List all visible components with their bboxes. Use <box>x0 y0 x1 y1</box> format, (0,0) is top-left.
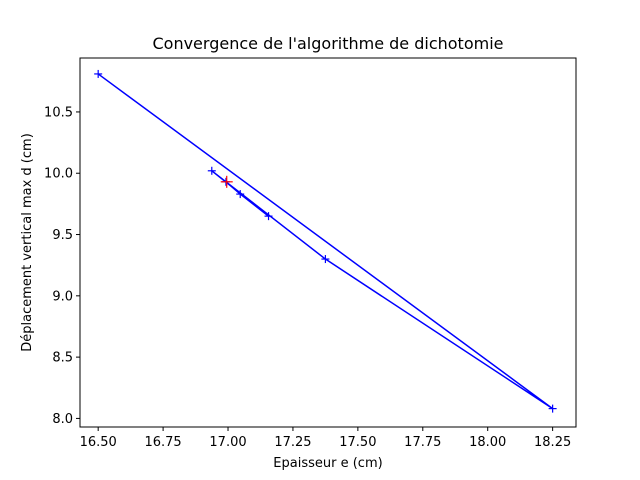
series-layer <box>94 69 557 413</box>
x-tick-label: 16.75 <box>144 435 181 450</box>
y-axis: 8.0 8.5 9.0 9.5 10.0 10.5 <box>44 105 80 427</box>
x-tick-label: 18.25 <box>534 435 571 450</box>
data-point <box>321 255 330 264</box>
y-tick-label: 8.5 <box>52 351 73 366</box>
data-point <box>548 404 557 413</box>
x-axis-label: Epaisseur e (cm) <box>273 456 382 471</box>
chart-title: Convergence de l'algorithme de dichotomi… <box>152 34 503 53</box>
y-tick-label: 9.0 <box>52 289 73 304</box>
data-point <box>236 190 245 199</box>
x-tick-label: 17.50 <box>339 435 376 450</box>
data-point <box>207 166 216 175</box>
x-tick-label: 18.00 <box>469 435 506 450</box>
y-axis-label: Déplacement vertical max d (cm) <box>20 133 35 352</box>
x-tick-label: 16.50 <box>80 435 117 450</box>
data-point <box>220 175 233 188</box>
y-tick-label: 10.5 <box>44 105 73 120</box>
data-point <box>94 69 103 78</box>
y-tick-label: 8.0 <box>52 412 73 427</box>
y-tick-label: 9.5 <box>52 228 73 243</box>
axes-frame <box>79 57 577 428</box>
x-tick-label: 17.00 <box>209 435 246 450</box>
x-axis: 16.50 16.75 17.00 17.25 17.50 17.75 18.00 18.25 <box>80 427 571 450</box>
x-tick-label: 17.25 <box>274 435 311 450</box>
plot-area <box>79 57 577 428</box>
data-point <box>264 212 273 221</box>
x-tick-label: 17.75 <box>404 435 441 450</box>
y-tick-label: 10.0 <box>44 167 73 182</box>
